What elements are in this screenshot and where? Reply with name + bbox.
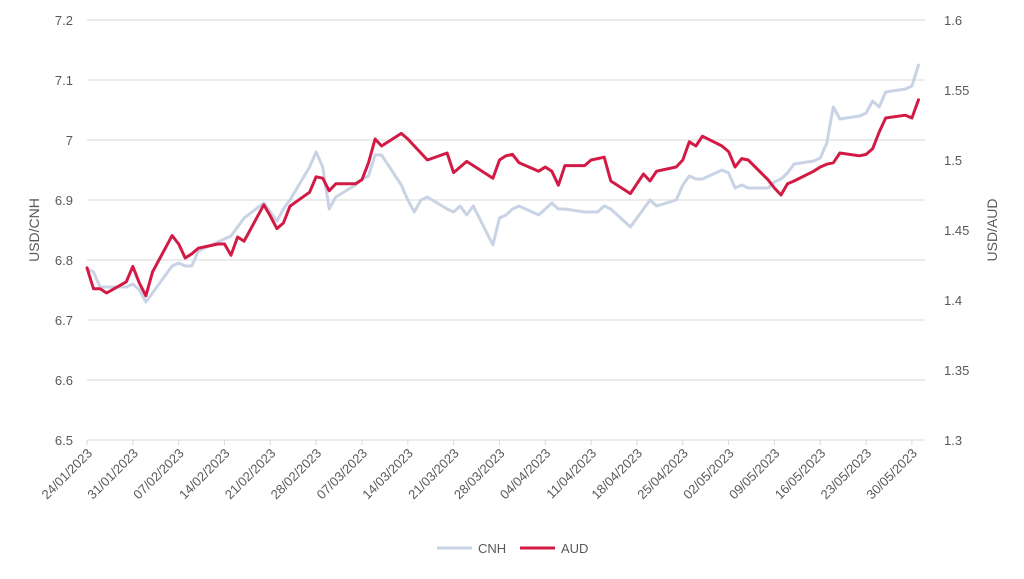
y-left-tick-label: 6.8	[55, 253, 73, 268]
series-line-cnh	[85, 63, 920, 304]
legend: CNH AUD	[437, 541, 588, 556]
x-axis-tick-marks	[86, 440, 913, 445]
y-left-tick-label: 6.7	[55, 313, 73, 328]
series-line-aud	[85, 98, 920, 298]
y-right-tick-label: 1.3	[944, 433, 962, 448]
gridlines	[87, 19, 925, 441]
y-right-tick-label: 1.6	[944, 13, 962, 28]
y-axis-left-label: USD/CNH	[26, 198, 42, 262]
legend-label-cnh: CNH	[478, 541, 506, 556]
y-left-tick-label: 7.1	[55, 73, 73, 88]
y-left-tick-labels: 6.5 6.6 6.7 6.8 6.9 7 7.1 7.2	[55, 13, 73, 448]
x-axis-tick-labels: 24/01/202331/01/202307/02/202314/02/2023…	[38, 446, 920, 503]
y-right-tick-label: 1.35	[944, 363, 969, 378]
y-left-tick-label: 6.6	[55, 373, 73, 388]
y-right-tick-label: 1.4	[944, 293, 962, 308]
legend-label-aud: AUD	[561, 541, 588, 556]
y-right-tick-label: 1.45	[944, 223, 969, 238]
series-lines	[85, 63, 920, 304]
y-left-tick-label: 7.2	[55, 13, 73, 28]
y-right-tick-labels: 1.3 1.35 1.4 1.45 1.5 1.55 1.6	[944, 13, 969, 448]
y-left-tick-label: 6.5	[55, 433, 73, 448]
y-axis-right-label: USD/AUD	[984, 198, 1000, 261]
y-right-tick-label: 1.5	[944, 153, 962, 168]
y-left-tick-label: 7	[66, 133, 73, 148]
y-right-tick-label: 1.55	[944, 83, 969, 98]
y-left-tick-label: 6.9	[55, 193, 73, 208]
